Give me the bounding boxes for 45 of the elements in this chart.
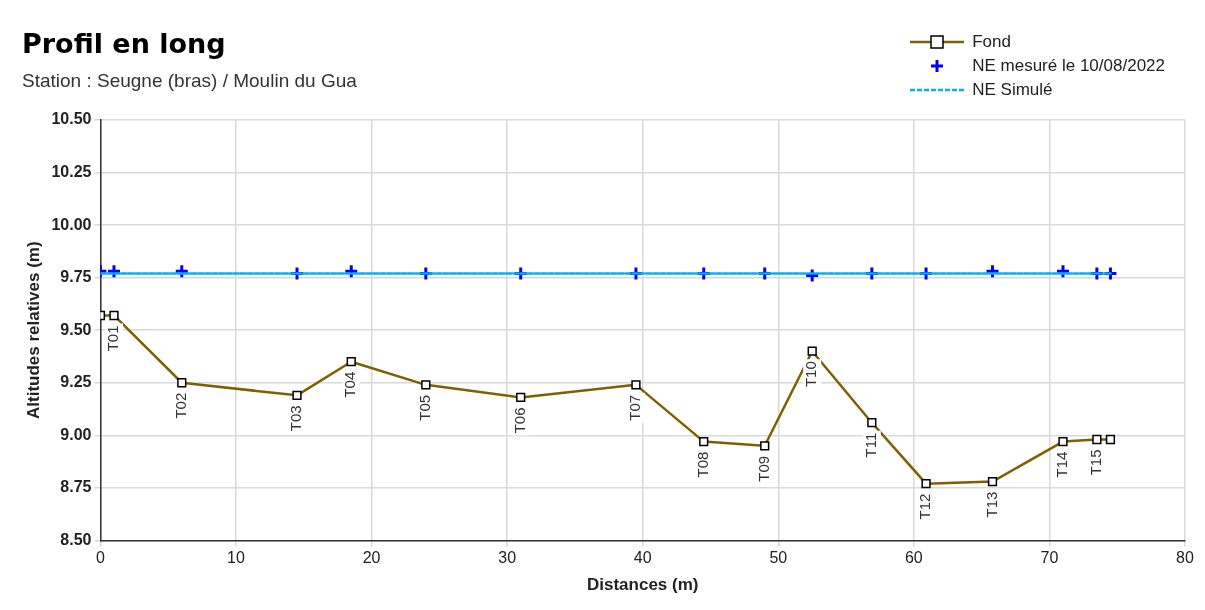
annotation: T14 (1053, 451, 1071, 478)
point (984, 263, 1000, 279)
x-tick-label: 70 (1040, 549, 1059, 567)
annotation: T09 (754, 455, 772, 482)
legend-label: Fond (972, 32, 1011, 52)
point (174, 263, 190, 279)
annotation: T10 (802, 361, 820, 388)
x-tick-label: 30 (498, 549, 517, 567)
annotation: T03 (287, 405, 305, 432)
annotation: T04 (341, 371, 359, 398)
y-tick-label: 9.50 (60, 320, 92, 338)
point (1055, 263, 1071, 279)
annotation: T07 (626, 394, 644, 421)
x-tick-label: 60 (904, 549, 923, 567)
annotation: T06 (510, 407, 528, 434)
y-tick-label: 8.75 (60, 478, 92, 496)
chart-title: Profil en long (22, 28, 226, 59)
chart-subtitle: Station : Seugne (bras) / Moulin du Gua (22, 70, 357, 92)
annotation: T05 (415, 394, 433, 421)
x-tick-label: 20 (362, 549, 381, 567)
annotation: T02 (171, 392, 189, 419)
annotation: T12 (916, 493, 934, 520)
annotation: T11 (861, 432, 879, 458)
x-tick-label: 50 (769, 549, 788, 567)
x-tick-label: 0 (95, 549, 105, 567)
annotation: T01 (104, 325, 122, 352)
annotation: T13 (982, 491, 1000, 518)
legend-label: NE Simulé (972, 80, 1053, 100)
annotation: T08 (693, 451, 711, 478)
x-tick-label: 80 (1176, 549, 1194, 567)
y-axis-title: Altitudes relatives (m) (23, 241, 43, 419)
point (106, 263, 122, 279)
point (343, 263, 359, 279)
y-tick-label: 10.25 (51, 162, 92, 180)
x-axis-title: Distances (m) (586, 575, 699, 595)
y-tick-label: 10.00 (51, 215, 92, 233)
legend-label: NE mesuré le 10/08/2022 (972, 56, 1165, 76)
y-tick-label: 9.25 (60, 373, 92, 391)
y-tick-label: 10.50 (51, 110, 92, 128)
y-tick-label: 9.75 (60, 268, 92, 286)
y-tick-label: 8.50 (60, 530, 92, 548)
annotation: T15 (1087, 449, 1105, 476)
y-tick-label: 9.00 (60, 425, 92, 443)
x-tick-label: 40 (633, 549, 652, 567)
x-tick-label: 10 (227, 549, 246, 567)
